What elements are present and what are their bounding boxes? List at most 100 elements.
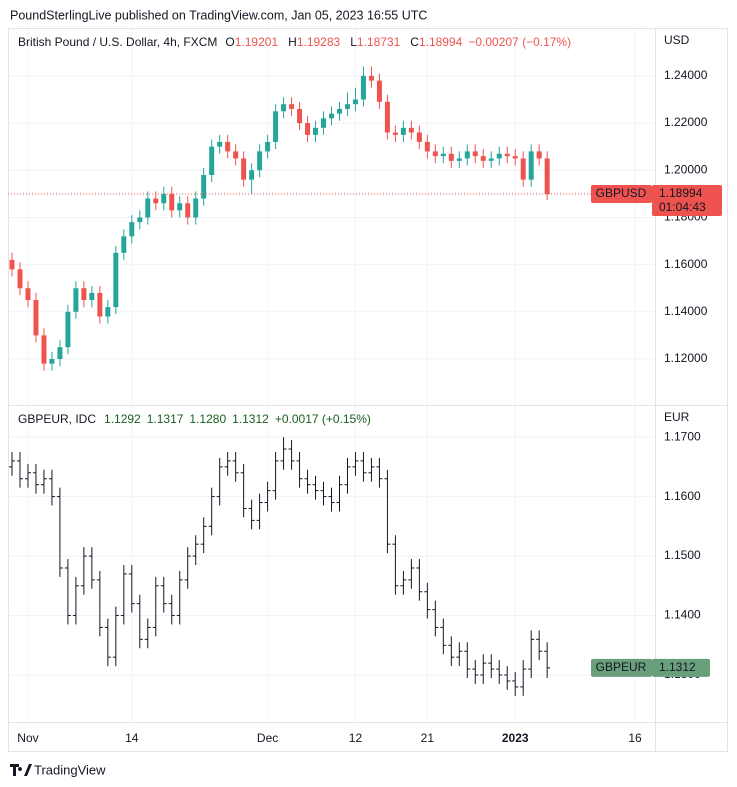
candle-body <box>384 101 390 133</box>
candle-body <box>496 153 502 159</box>
candle-body <box>336 108 342 114</box>
candle-body <box>193 198 199 218</box>
legend: GBPEUR, IDC 1.1292 1.1317 1.1280 1.1312 +0.00… <box>18 412 371 426</box>
x-tick-label: 16 <box>628 731 642 745</box>
legend-key: H <box>288 35 297 49</box>
x-tick-label: 21 <box>421 731 435 745</box>
symbol-tag <box>591 184 652 203</box>
candle-body <box>241 158 247 180</box>
candle-body <box>153 198 159 204</box>
candle-body <box>57 347 63 359</box>
candle-body <box>89 292 95 301</box>
candle-body <box>281 104 287 112</box>
candle-body <box>512 156 518 159</box>
candle-body <box>209 146 215 175</box>
currency-label: EUR <box>664 410 690 424</box>
legend-title: GBPEUR, IDC <box>18 412 96 426</box>
candle-body <box>17 269 23 289</box>
y-tick-label: 1.1500 <box>664 548 701 562</box>
candle-body <box>520 158 526 180</box>
candle-body <box>105 307 111 317</box>
publish-note: PoundSterlingLive published on TradingVi… <box>10 8 427 22</box>
x-tick-label: 14 <box>125 731 139 745</box>
candle-body <box>528 151 534 180</box>
candle-body <box>273 111 279 142</box>
candle-body <box>416 132 422 142</box>
legend-change: +0.0017 (+0.15%) <box>275 412 371 426</box>
legend-value: 1.18994 <box>419 35 463 49</box>
legend: British Pound / U.S. Dollar, 4h, FXCM O 1.… <box>18 35 571 49</box>
candle-body <box>169 193 175 211</box>
symbol-tag-label: GBPEUR <box>596 660 647 674</box>
candle-body <box>464 151 470 159</box>
y-tick-label: 1.22000 <box>664 115 708 129</box>
candle-body <box>504 153 510 157</box>
symbol-tag-label: GBPUSD <box>596 186 647 200</box>
candle-body <box>400 127 406 135</box>
price-tag <box>652 184 722 216</box>
candle-body <box>321 118 327 128</box>
price-tag-label: 1.18994 <box>659 186 703 200</box>
legend-value: 1.1312 <box>232 412 269 426</box>
candle-body <box>448 153 454 161</box>
candle-body <box>392 132 398 135</box>
y-tick-label: 1.1400 <box>664 608 701 622</box>
legend-change: −0.00207 (−0.17%) <box>468 35 571 49</box>
candle-body <box>177 203 183 211</box>
candle-body <box>368 75 374 81</box>
candle-body <box>424 141 430 152</box>
x-tick-label: Nov <box>17 731 38 745</box>
candle-body <box>249 170 255 180</box>
candle-body <box>360 75 366 100</box>
legend-title: British Pound / U.S. Dollar, 4h, FXCM <box>18 35 217 49</box>
candle-body <box>233 151 239 159</box>
candle-body <box>185 203 191 218</box>
chart-frame <box>8 28 728 752</box>
legend-value: 1.1280 <box>189 412 226 426</box>
candle-body <box>73 288 79 312</box>
candle-body <box>289 104 295 109</box>
candle-body <box>25 288 31 301</box>
symbol-tag <box>591 658 652 677</box>
candle-body <box>432 151 438 157</box>
candle-body <box>81 288 87 301</box>
candle-body <box>225 141 231 152</box>
candle-body <box>408 127 414 133</box>
candle-body <box>97 292 103 317</box>
y-tick-label: 1.14000 <box>664 304 708 318</box>
legend-value: 1.19283 <box>297 35 341 49</box>
candle-body <box>33 300 39 336</box>
candle-body <box>352 99 358 105</box>
candle-body <box>344 104 350 109</box>
countdown-label: 01:04:43 <box>659 200 706 214</box>
legend-value: 1.1292 <box>104 412 141 426</box>
candle-body <box>329 113 334 119</box>
candle-body <box>41 335 47 364</box>
y-tick-label: 1.1700 <box>664 429 701 443</box>
brand-name: TradingView <box>34 762 106 777</box>
legend-value: 1.18731 <box>357 35 401 49</box>
price-tag-label: 1.1312 <box>659 660 696 674</box>
brand-logo: TradingView <box>10 762 106 777</box>
candle-body <box>137 217 143 223</box>
candle-body <box>201 174 207 199</box>
candle-body <box>305 123 311 135</box>
candle-body <box>49 358 55 364</box>
legend-key: O <box>225 35 234 49</box>
candle-body <box>257 151 263 171</box>
candle-body <box>65 311 71 348</box>
legend-key: L <box>350 35 357 49</box>
y-tick-label: 1.16000 <box>664 257 708 271</box>
y-tick-label: 1.1600 <box>664 489 701 503</box>
x-tick-label: 2023 <box>502 731 529 745</box>
logo-mark <box>10 764 32 776</box>
price-tag <box>652 658 710 677</box>
candle-body <box>297 108 303 124</box>
candle-body <box>456 158 462 161</box>
candle-body <box>161 193 167 204</box>
y-tick-label: 1.24000 <box>664 68 708 82</box>
candle-body <box>536 151 542 159</box>
candle-body <box>313 127 319 135</box>
y-tick-label: 1.20000 <box>664 162 708 176</box>
